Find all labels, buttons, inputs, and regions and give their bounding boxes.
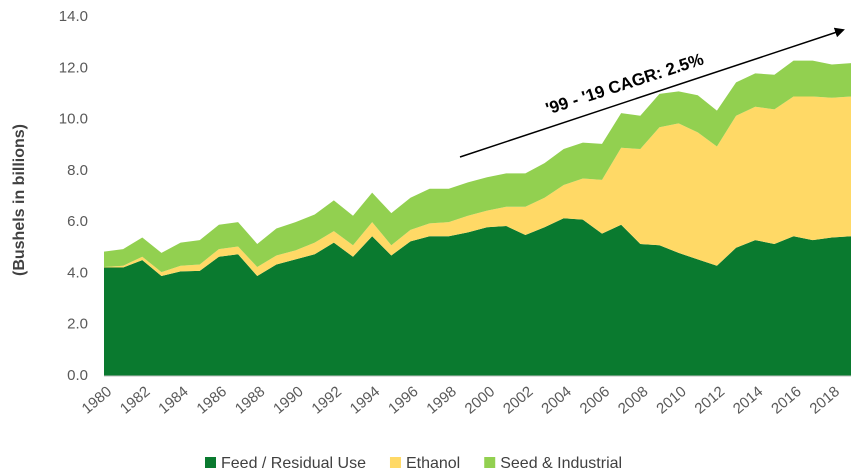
x-tick-label: 2008 [615,383,651,417]
legend-label: Ethanol [406,455,460,472]
x-tick-label: 1996 [385,383,421,417]
x-tick-label: 2012 [692,383,728,417]
x-tick-label: 2016 [768,383,804,417]
area [104,60,851,273]
x-tick-label: 1984 [155,383,191,417]
x-tick-label: 2010 [653,383,689,417]
x-tick-label: 1986 [194,383,230,417]
legend: Feed / Residual Use Ethanol Seed & Industr… [205,455,622,472]
x-tick-label: 2006 [577,383,613,417]
x-tick-label: 1990 [270,383,306,417]
legend-swatch [484,457,496,468]
x-tick-label: 2000 [462,383,498,417]
area [104,218,851,376]
x-tick-label: 1992 [308,383,344,417]
x-tick-label: 2004 [538,383,574,417]
y-tick-label: 14.0 [59,8,88,25]
y-axis-label: (Bushels in billions) [11,124,28,276]
y-tick-label: 12.0 [59,59,88,76]
y-tick-label: 2.0 [67,316,88,333]
x-tick-label: 1998 [423,383,459,417]
x-tick-label: 1980 [79,383,115,417]
annotation-arrow [459,27,845,158]
y-tick-label: 10.0 [59,111,88,128]
legend-label: Seed & Industrial [500,455,622,472]
x-tick-label: 1988 [232,383,268,417]
y-tick-label: 6.0 [67,213,88,230]
legend-label: Feed / Residual Use [221,455,366,472]
x-tick-label: 1994 [347,383,383,417]
y-tick-label: 8.0 [67,162,88,179]
x-tick-label: 2002 [500,383,536,417]
x-tick-label: 2018 [806,383,842,417]
y-tick-label: 0.0 [67,367,88,384]
x-tick-label: 2014 [730,383,766,417]
x-tick-label: 1982 [117,383,153,417]
area [104,96,851,276]
legend-swatch [205,457,216,468]
legend-swatch [389,457,401,468]
y-tick-label: 4.0 [67,264,88,281]
